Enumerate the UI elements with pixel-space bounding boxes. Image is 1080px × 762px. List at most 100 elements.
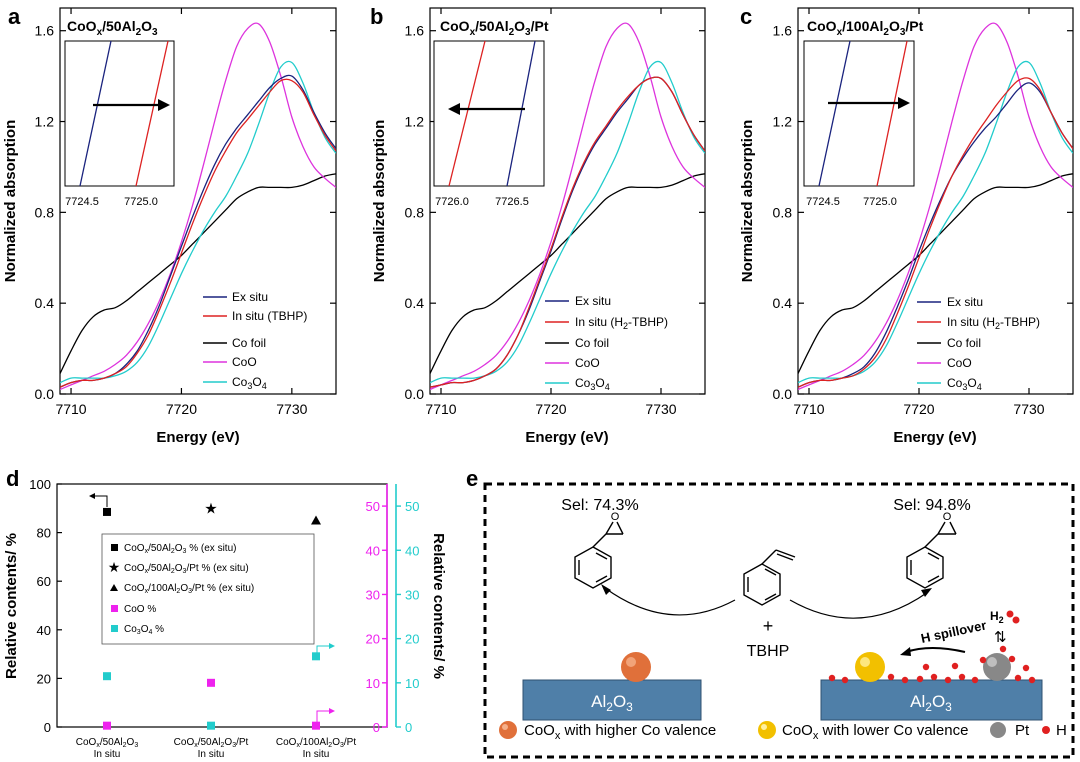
inset-ex-situ-line	[818, 40, 851, 187]
y-tick-label-right: 30	[405, 587, 419, 602]
equilibrium-arrows-icon: ⇅	[994, 629, 1007, 646]
inset-tick-label: 7726.0	[435, 196, 469, 208]
particle-highlight	[987, 657, 997, 667]
y-tick-label-right: 10	[405, 676, 419, 691]
y-tick-label: 1.2	[35, 114, 55, 130]
legend-label: Ex situ	[947, 295, 983, 309]
inset-ex-situ-line	[506, 40, 536, 187]
y-tick-label: 40	[37, 623, 51, 638]
legend-label: Ex situ	[232, 290, 268, 304]
oxygen-atom-label: O	[943, 511, 952, 523]
legend-cox-lower-icon	[758, 721, 776, 739]
selectivity-right: Sel: 94.8%	[893, 497, 970, 514]
relative-contents-panel-d: d 0 20 40 60 80 100 0 0 10 10 20 20 30 30 40 40 50 50 ★ R…	[3, 466, 447, 760]
legend-label: Pt	[1015, 722, 1030, 739]
legend-label: CoOx with higher Co valence	[524, 722, 716, 742]
legend-label: Co foil	[232, 336, 266, 350]
panel-label-c: c	[740, 4, 752, 29]
y-tick-label-right: 50	[405, 499, 419, 514]
inset-tick-label: 7725.0	[124, 196, 158, 208]
scheme-frame	[483, 482, 1075, 759]
x-tick-label: 7730	[276, 401, 307, 417]
legend-label: CoOx/50Al2O3/Pt % (ex situ)	[124, 563, 249, 575]
legend: Ex situ In situ (H2-TBHP) Co foil CoO Co…	[917, 295, 1040, 392]
xanes-panel-b: b CoOx/50Al2O3/Pt 7710 7720 7730 0.0 0.4 0.8 1…	[370, 4, 706, 446]
al2o3-support-left	[522, 679, 702, 721]
particle-highlight	[860, 657, 870, 667]
y-tick-label: 100	[29, 477, 51, 492]
series-layer	[430, 22, 705, 391]
al2o3-support-right	[820, 679, 1043, 721]
y-tick-label-right: 50	[366, 499, 380, 514]
tbhp-label: TBHP	[747, 643, 790, 660]
y-axis-label-right: Relative contents/ %	[430, 533, 447, 679]
legend-square-marker	[111, 544, 118, 551]
data-point	[103, 672, 111, 681]
legend-label: In situ (H2-TBHP)	[575, 315, 668, 331]
arrowhead-icon	[329, 708, 335, 714]
axis-ticks: 7710 7720 7730 0.0 0.4 0.8 1.2 1.6	[773, 8, 1073, 417]
series-line	[60, 78, 336, 388]
y-tick-label: 0	[44, 720, 51, 735]
y-tick-label: 20	[37, 671, 51, 686]
arrowhead-icon	[89, 493, 95, 499]
oxygen-atom-label: O	[611, 511, 620, 523]
left-axis-indicator-icon	[93, 495, 108, 507]
cox-higher-valence-particle	[621, 652, 651, 682]
y-tick-label: 60	[37, 574, 51, 589]
y-axis-label: Normalized absorption	[2, 120, 19, 283]
y-tick-label-right: 20	[405, 632, 419, 647]
series-line	[430, 60, 705, 384]
legend-label: Co3O4	[232, 375, 267, 391]
legend-cox-higher-icon	[499, 721, 517, 739]
x-tick-label: 7710	[55, 401, 86, 417]
inset-arrow-right-icon	[158, 99, 170, 111]
plus-sign: +	[763, 616, 774, 636]
series-line	[430, 173, 705, 374]
y-tick-label-right: 20	[366, 632, 380, 647]
y-tick-label-right: 30	[366, 587, 380, 602]
x-tick-label: 7710	[425, 401, 456, 417]
category-label: CoOx/50Al2O3	[76, 737, 139, 749]
inset-tick-label: 7724.5	[806, 196, 840, 208]
axis-ticks: 7710 7720 7730 0.0 0.4 0.8 1.2 1.6	[405, 8, 705, 417]
hydrogen-atoms	[828, 610, 1036, 684]
panel-label-b: b	[370, 4, 383, 29]
y-axis-label: Normalized absorption	[739, 120, 756, 283]
category-label: In situ	[94, 749, 121, 760]
legend-label: Co3O4	[947, 376, 982, 392]
legend-label: CoO	[575, 356, 600, 370]
category-label: In situ	[303, 749, 330, 760]
inset-tick-label: 7726.5	[495, 196, 529, 208]
y-axis-label: Relative contents/ %	[3, 533, 20, 679]
y-tick-label-right: 40	[366, 543, 380, 558]
y-tick-label-right: 0	[405, 720, 412, 735]
y-tick-label: 1.2	[405, 114, 425, 130]
inset-arrow-left-icon	[448, 103, 460, 115]
xanes-panel-c: c CoOx/100Al2O3/Pt 7710 7720 7730 0.0 0.4 0.8…	[739, 4, 1074, 446]
legend: Ex situ In situ (TBHP) Co foil CoO Co3O4	[203, 290, 307, 391]
panel-title: CoOx/100Al2O3/Pt	[807, 18, 924, 38]
legend-label: CoO	[947, 356, 972, 370]
legend-square-marker	[111, 625, 118, 632]
support-label: Al2O3	[591, 692, 633, 714]
plot-frame	[429, 7, 706, 395]
h-spillover-label: H spillover	[920, 617, 988, 645]
inset-in-situ-line	[135, 40, 169, 187]
reaction-arrow-left	[604, 587, 736, 616]
series-line	[60, 173, 336, 374]
y-tick-label: 80	[37, 526, 51, 541]
inset-ex-situ-line	[79, 40, 112, 187]
legend-label: CoOx/100Al2O3/Pt % (ex situ)	[124, 583, 254, 595]
category-label: CoOx/50Al2O3/Pt	[174, 737, 249, 749]
data-point	[207, 721, 215, 730]
data-points: ★	[103, 500, 321, 730]
right-axis-indicator-icon	[316, 645, 330, 657]
legend-label: CoO	[232, 355, 257, 369]
panel-title: CoOx/50Al2O3/Pt	[440, 18, 549, 38]
arrowhead-icon	[329, 643, 335, 649]
x-axis-label: Energy (eV)	[893, 429, 976, 446]
y-tick-label-right: 10	[366, 676, 380, 691]
category-label: CoOx/100Al2O3/Pt	[276, 737, 356, 749]
